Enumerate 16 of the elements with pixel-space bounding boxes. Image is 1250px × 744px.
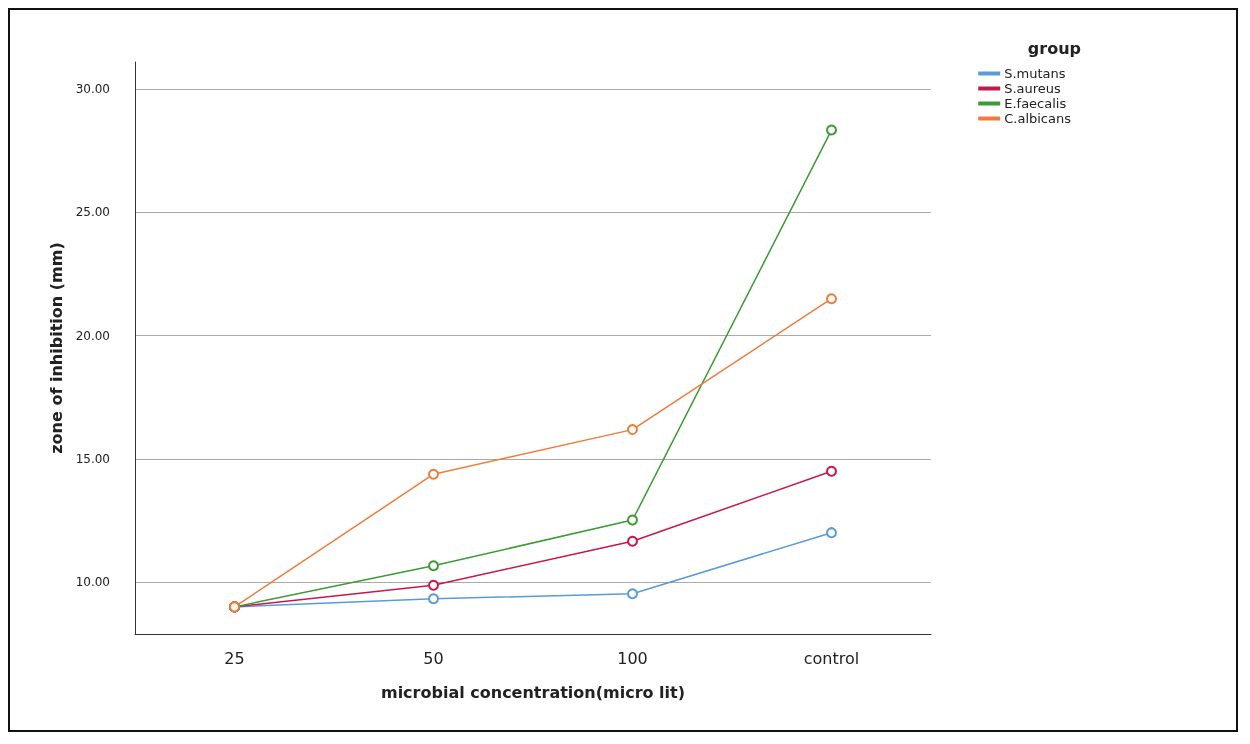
y-tick-label: 10.00 — [75, 575, 110, 590]
legend-title: group — [1027, 38, 1082, 58]
y-tick-label: 20.00 — [75, 328, 110, 343]
x-tick-label: 50 — [423, 648, 444, 668]
y-tick-label: 15.00 — [75, 451, 110, 466]
x-tick-label: control — [803, 648, 860, 668]
x-tick-label: 100 — [617, 648, 648, 668]
legend-label: C.albicans — [1004, 111, 1072, 126]
y-axis-title: zone of inhibition (mm) — [47, 242, 67, 454]
legend-label: E.faecalis — [1004, 96, 1067, 111]
legend-label: S.mutans — [1004, 66, 1066, 81]
y-tick-label: 25.00 — [75, 205, 110, 220]
legend-label: S.aureus — [1004, 81, 1062, 96]
x-tick-label: 25 — [224, 648, 245, 668]
y-tick-label: 30.00 — [75, 82, 110, 97]
x-axis-title: microbial concentration(micro lit) — [380, 682, 686, 702]
